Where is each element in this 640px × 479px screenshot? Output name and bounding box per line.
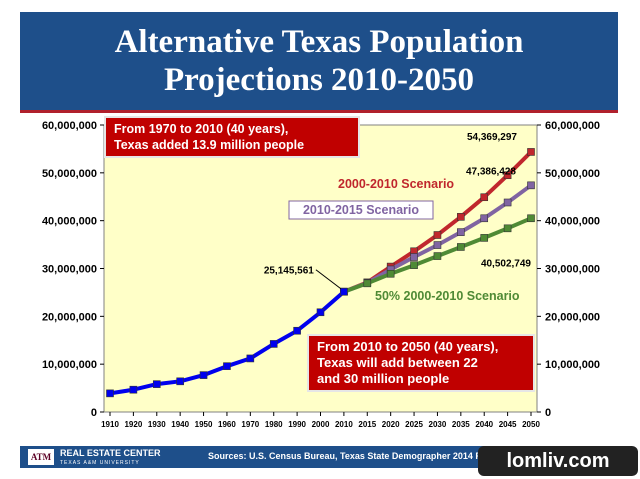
series-marker-0 — [246, 354, 255, 363]
x-tick-label: 1910 — [101, 420, 119, 429]
atm-logo: ATM — [28, 449, 54, 465]
series-marker-2 — [410, 253, 418, 261]
x-tick-label: 2050 — [522, 420, 540, 429]
series-marker-3 — [480, 234, 489, 242]
y-tick-label-right: 20,000,000 — [545, 311, 600, 323]
title-line-2: Projections 2010-2050 — [163, 62, 475, 98]
series-marker-0 — [269, 340, 278, 348]
series-marker-3 — [410, 261, 418, 269]
x-tick-label: 2000 — [312, 420, 330, 429]
brand-subtitle: TEXAS A&M UNIVERSITY — [60, 460, 140, 466]
x-tick-label: 1970 — [241, 420, 259, 429]
y-tick-label-right: 50,000,000 — [545, 168, 600, 180]
series-marker-3 — [433, 252, 442, 260]
x-tick-label: 2015 — [358, 420, 376, 429]
series-label-3: 50% 2000-2010 Scenario — [375, 289, 520, 303]
title-banner: Alternative Texas Population Projections… — [20, 12, 618, 110]
y-tick-label-right: 30,000,000 — [545, 264, 600, 276]
series-marker-3 — [527, 214, 535, 223]
x-tick-label: 2020 — [382, 420, 400, 429]
x-tick-label: 1950 — [195, 420, 213, 429]
x-tick-label: 2010 — [335, 420, 353, 429]
series-marker-0 — [316, 308, 325, 317]
series-marker-0 — [293, 326, 301, 335]
note-top-line-1: From 1970 to 2010 (40 years), — [114, 122, 289, 136]
y-tick-label-right: 40,000,000 — [545, 216, 600, 228]
x-tick-label: 1930 — [148, 420, 166, 429]
note-top-line-2: Texas added 13.9 million people — [114, 138, 305, 152]
x-tick-label: 2045 — [499, 420, 517, 429]
note-bottom-line-1: From 2010 to 2050 (40 years), — [317, 339, 499, 354]
y-tick-label-left: 50,000,000 — [42, 168, 97, 180]
series-marker-2 — [480, 214, 489, 223]
series-marker-0 — [223, 362, 231, 370]
data-label: 25,145,561 — [264, 266, 314, 277]
series-marker-3 — [457, 243, 465, 251]
sources-text: Sources: U.S. Census Bureau, Texas State… — [208, 451, 525, 461]
series-label-1: 2000-2010 Scenario — [338, 177, 454, 191]
footer-bar: ATM REAL ESTATE CENTER TEXAS A&M UNIVERS… — [20, 446, 618, 468]
series-marker-1 — [527, 148, 535, 156]
series-marker-2 — [457, 228, 465, 236]
series-marker-0 — [152, 380, 161, 388]
title-divider — [20, 110, 618, 113]
series-marker-2 — [433, 241, 442, 249]
y-tick-label-right: 60,000,000 — [545, 120, 600, 132]
brand-title: REAL ESTATE CENTER — [60, 448, 161, 458]
data-label: 54,369,297 — [467, 132, 517, 143]
y-tick-label-right: 10,000,000 — [545, 359, 600, 371]
x-tick-label: 1960 — [218, 420, 236, 429]
y-tick-label-left: 10,000,000 — [42, 359, 97, 371]
x-tick-label: 1980 — [265, 420, 283, 429]
series-marker-0 — [340, 287, 348, 296]
brand-name: REAL ESTATE CENTER TEXAS A&M UNIVERSITY — [60, 448, 161, 468]
series-marker-3 — [386, 269, 395, 278]
series-label-box — [288, 200, 434, 220]
data-label: 47,386,428 — [466, 166, 516, 177]
data-label: 40,502,749 — [481, 258, 531, 269]
x-tick-label: 2030 — [429, 420, 447, 429]
series-marker-0 — [129, 385, 138, 394]
series-marker-0 — [199, 371, 208, 379]
note-1970-2010: From 1970 to 2010 (40 years), Texas adde… — [104, 116, 360, 158]
series-marker-1 — [480, 193, 489, 202]
series-marker-1 — [457, 213, 465, 221]
y-tick-label-left: 20,000,000 — [42, 311, 97, 323]
x-tick-label: 2040 — [475, 420, 493, 429]
series-marker-3 — [363, 279, 372, 288]
note-2010-2050: From 2010 to 2050 (40 years), Texas will… — [307, 334, 535, 392]
data-label-leader — [315, 269, 342, 290]
note-bottom-line-2: Texas will add between 22 — [317, 355, 478, 370]
title-line-1: Alternative Texas Population — [114, 24, 524, 60]
series-marker-0 — [106, 389, 114, 398]
x-tick-label: 1920 — [124, 420, 142, 429]
series-marker-2 — [503, 198, 512, 207]
series-label-2: 2010-2015 Scenario — [303, 203, 419, 217]
series-marker-3 — [503, 224, 512, 233]
x-tick-label: 1990 — [288, 420, 306, 429]
y-tick-label-left: 0 — [91, 407, 97, 419]
x-tick-label: 2035 — [452, 420, 470, 429]
x-tick-label: 1940 — [171, 420, 189, 429]
series-marker-2 — [527, 181, 535, 190]
y-tick-label-right: 0 — [545, 407, 551, 419]
x-tick-label: 2025 — [405, 420, 423, 429]
y-tick-label-left: 30,000,000 — [42, 264, 97, 276]
y-tick-label-left: 40,000,000 — [42, 216, 97, 228]
y-tick-label-left: 60,000,000 — [42, 120, 97, 132]
watermark: lomliv.com — [478, 446, 638, 476]
series-marker-1 — [433, 231, 442, 239]
series-marker-1 — [503, 171, 512, 180]
note-bottom-line-3: and 30 million people — [317, 371, 450, 386]
series-marker-0 — [176, 377, 184, 386]
